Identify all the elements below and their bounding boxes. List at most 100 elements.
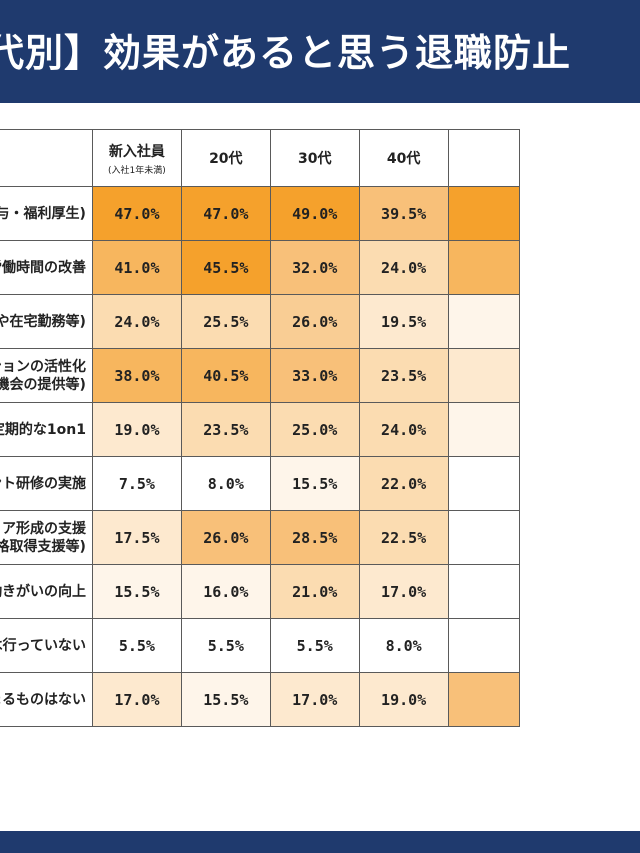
value-cell: 15.5% — [180, 672, 271, 727]
column-header — [447, 129, 521, 187]
row-label: 暇・労働時間の改善 — [0, 240, 93, 295]
row-label: てはまるものはない — [0, 672, 93, 727]
value-cell — [447, 672, 521, 727]
row-label-line: ジメント研修の実施 — [0, 475, 86, 492]
column-header-label: 30代 — [297, 151, 332, 167]
value-cell: 19.0% — [91, 402, 182, 457]
table-row: キャリア形成の支援資格取得支援等)17.5%26.0%28.5%22.5% — [0, 510, 521, 565]
table-row: との定期的な1on1 19.0%23.5%25.0%24.0% — [0, 402, 521, 457]
value-cell — [447, 348, 521, 403]
value-cell — [447, 564, 521, 619]
column-header-label: 20代 — [209, 151, 243, 167]
value-cell: 26.0% — [180, 510, 271, 565]
value-cell: 24.0% — [91, 294, 182, 349]
column-header: 20代 — [180, 129, 271, 187]
value-cell: 24.0% — [358, 240, 449, 295]
value-cell: 5.5% — [269, 618, 360, 673]
table-row: てはまるものはない17.0%15.5%17.0%19.0% — [0, 672, 521, 727]
page-title: 代別】効果があると思う退職防止 — [0, 31, 572, 75]
column-header: 新入社員 (入社1年未満) — [91, 129, 182, 187]
data-table: 新入社員 (入社1年未満) 20代 30代 40代 (給与・福利厚生) 47.0%47.0… — [0, 129, 521, 727]
value-cell: 5.5% — [180, 618, 271, 673]
column-header-sublabel: (入社1年未満) — [108, 165, 166, 176]
row-label-line: など働きがいの向上 — [0, 583, 86, 600]
column-header-label: 新入社員 — [108, 143, 165, 160]
row-label-line: ーションの活性化 — [0, 358, 86, 375]
row-label: (給与・福利厚生) — [0, 186, 93, 241]
value-cell: 39.5% — [358, 186, 449, 241]
value-cell: 17.0% — [269, 672, 360, 727]
value-cell — [447, 402, 521, 457]
row-label: など働きがいの向上 — [0, 564, 93, 619]
value-cell: 22.5% — [358, 510, 449, 565]
value-cell: 23.5% — [358, 348, 449, 403]
table-row: (給与・福利厚生)47.0%47.0%49.0%39.5% — [0, 186, 521, 241]
header-corner — [0, 129, 93, 187]
table-row: ジメント研修の実施 7.5%8.0%15.5%22.0% — [0, 456, 521, 511]
value-cell: 47.0% — [180, 186, 271, 241]
row-label-line: キャリア形成の支援 — [0, 520, 86, 537]
row-label-line: 交流機会の提供等) — [0, 376, 86, 393]
value-cell — [447, 510, 521, 565]
table-body: (給与・福利厚生)47.0%47.0%49.0%39.5%暇・労働時間の改善41… — [0, 186, 521, 727]
value-cell: 40.5% — [180, 348, 271, 403]
value-cell — [447, 294, 521, 349]
value-cell: 17.0% — [91, 672, 182, 727]
value-cell: 28.5% — [269, 510, 360, 565]
value-cell: 47.0% — [91, 186, 182, 241]
value-cell — [447, 456, 521, 511]
value-cell: 19.0% — [358, 672, 449, 727]
row-label: 副業や在宅勤務等) — [0, 294, 93, 349]
column-header: 30代 — [269, 129, 360, 187]
table-header-row: 新入社員 (入社1年未満) 20代 30代 40代 — [0, 129, 521, 187]
value-cell: 17.0% — [358, 564, 449, 619]
value-cell — [447, 240, 521, 295]
value-cell: 26.0% — [269, 294, 360, 349]
data-table-container: 新入社員 (入社1年未満) 20代 30代 40代 (給与・福利厚生) 47.0%47.0… — [0, 129, 640, 729]
row-label-line: 暇・労働時間の改善 — [0, 259, 86, 276]
footer-bar — [0, 831, 640, 853]
row-label-line: (給与・福利厚生) — [0, 205, 86, 222]
value-cell: 33.0% — [269, 348, 360, 403]
value-cell: 5.5% — [91, 618, 182, 673]
column-header-label: 40代 — [386, 151, 421, 167]
value-cell: 19.5% — [358, 294, 449, 349]
value-cell — [447, 618, 521, 673]
value-cell: 49.0% — [269, 186, 360, 241]
table-row: 施策は行っていない5.5%5.5%5.5%8.0% — [0, 618, 521, 673]
row-label-line: 資格取得支援等) — [0, 538, 86, 555]
value-cell: 38.0% — [91, 348, 182, 403]
title-bar: 代別】効果があると思う退職防止 — [0, 0, 640, 103]
column-header: 40代 — [358, 129, 449, 187]
value-cell: 45.5% — [180, 240, 271, 295]
row-label: キャリア形成の支援資格取得支援等) — [0, 510, 93, 565]
row-label: ーションの活性化交流機会の提供等) — [0, 348, 93, 403]
row-label-line: 施策は行っていない — [0, 637, 86, 654]
value-cell: 17.5% — [91, 510, 182, 565]
value-cell: 25.0% — [269, 402, 360, 457]
value-cell: 8.0% — [180, 456, 271, 511]
row-label-line: てはまるものはない — [0, 691, 86, 708]
value-cell: 24.0% — [358, 402, 449, 457]
value-cell: 21.0% — [269, 564, 360, 619]
row-label: 施策は行っていない — [0, 618, 93, 673]
table-row: 副業や在宅勤務等) 24.0%25.5%26.0%19.5% — [0, 294, 521, 349]
row-label-line: 副業や在宅勤務等) — [0, 313, 86, 330]
row-label: ジメント研修の実施 — [0, 456, 93, 511]
table-row: 暇・労働時間の改善 41.0%45.5%32.0%24.0% — [0, 240, 521, 295]
value-cell: 23.5% — [180, 402, 271, 457]
value-cell: 25.5% — [180, 294, 271, 349]
value-cell: 15.5% — [269, 456, 360, 511]
value-cell: 22.0% — [358, 456, 449, 511]
value-cell: 15.5% — [91, 564, 182, 619]
table-row: ーションの活性化交流機会の提供等)38.0%40.5%33.0%23.5% — [0, 348, 521, 403]
value-cell: 7.5% — [91, 456, 182, 511]
row-label-line: との定期的な1on1 — [0, 421, 86, 438]
row-label: との定期的な1on1 — [0, 402, 93, 457]
table-row: など働きがいの向上 15.5%16.0%21.0%17.0% — [0, 564, 521, 619]
value-cell: 32.0% — [269, 240, 360, 295]
value-cell: 8.0% — [358, 618, 449, 673]
value-cell: 16.0% — [180, 564, 271, 619]
value-cell — [447, 186, 521, 241]
value-cell: 41.0% — [91, 240, 182, 295]
